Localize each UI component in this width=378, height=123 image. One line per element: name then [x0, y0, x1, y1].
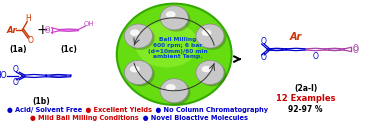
Text: (1a): (1a): [9, 45, 26, 54]
Text: Ar: Ar: [290, 32, 302, 42]
Text: ● No Column Chromatography: ● No Column Chromatography: [151, 107, 268, 113]
Text: ● Novel Bioactive Molecules: ● Novel Bioactive Molecules: [136, 115, 248, 121]
Ellipse shape: [127, 26, 155, 50]
Ellipse shape: [124, 24, 152, 48]
Text: H: H: [26, 14, 31, 23]
Text: 92-97 %: 92-97 %: [288, 105, 323, 114]
Ellipse shape: [201, 66, 211, 72]
Ellipse shape: [130, 29, 140, 36]
Ellipse shape: [117, 4, 232, 105]
Text: O: O: [352, 46, 358, 55]
Ellipse shape: [198, 26, 226, 50]
Ellipse shape: [196, 24, 224, 48]
Text: O: O: [312, 52, 318, 61]
Text: (1b): (1b): [33, 97, 50, 106]
Text: O: O: [28, 36, 34, 45]
Ellipse shape: [201, 29, 211, 36]
Text: OH: OH: [84, 21, 94, 27]
Text: ● Acid/ Solvent Free: ● Acid/ Solvent Free: [8, 107, 83, 113]
Text: Ball Milling
600 rpm; 6 bar
(d=10mm)/60 min
ambient Temp.: Ball Milling 600 rpm; 6 bar (d=10mm)/60 …: [148, 37, 208, 59]
Text: O: O: [12, 65, 18, 74]
Ellipse shape: [198, 62, 226, 86]
Text: (2a-l): (2a-l): [294, 84, 317, 92]
Ellipse shape: [124, 60, 152, 85]
Ellipse shape: [127, 62, 155, 86]
Text: O: O: [45, 28, 50, 34]
Ellipse shape: [130, 66, 140, 72]
Ellipse shape: [135, 22, 198, 67]
Text: O: O: [45, 26, 50, 32]
Text: (1c): (1c): [60, 45, 77, 54]
Text: 12 Examples: 12 Examples: [276, 94, 335, 103]
Ellipse shape: [162, 8, 191, 32]
Ellipse shape: [166, 11, 176, 18]
Text: +: +: [37, 23, 48, 37]
Text: O: O: [260, 53, 266, 62]
Text: O: O: [352, 44, 358, 53]
Text: Ar: Ar: [7, 26, 17, 35]
Ellipse shape: [166, 84, 176, 91]
Text: ● Excellent Yields: ● Excellent Yields: [81, 107, 152, 113]
Ellipse shape: [160, 6, 188, 30]
Text: ● Mild Ball Milling Conditions: ● Mild Ball Milling Conditions: [30, 115, 138, 121]
Text: HO: HO: [0, 71, 7, 80]
Text: O: O: [12, 78, 18, 87]
Ellipse shape: [196, 60, 224, 85]
Ellipse shape: [160, 79, 188, 103]
Ellipse shape: [162, 80, 191, 105]
Text: O: O: [260, 37, 266, 46]
